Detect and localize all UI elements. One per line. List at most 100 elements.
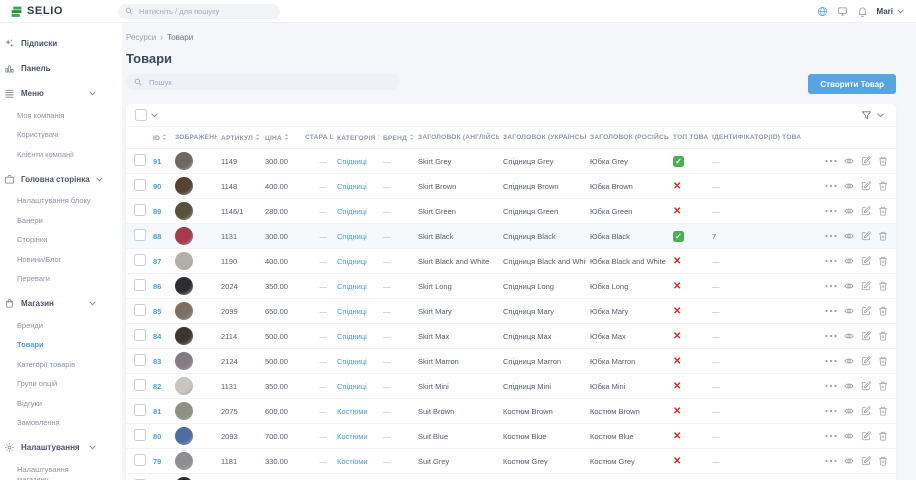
product-id-link[interactable]: 82: [153, 381, 162, 391]
product-id-link[interactable]: 88: [153, 231, 162, 241]
view-icon[interactable]: [844, 256, 854, 266]
sidebar-section-homepage[interactable]: Головна сторінка: [0, 167, 122, 192]
bell-icon[interactable]: [857, 6, 868, 17]
edit-icon[interactable]: [861, 331, 871, 341]
sort-icon[interactable]: [255, 133, 260, 141]
delete-icon[interactable]: [878, 306, 888, 316]
sort-icon[interactable]: [377, 133, 379, 141]
view-icon[interactable]: [844, 456, 854, 466]
more-actions-icon[interactable]: [825, 334, 837, 338]
create-product-button[interactable]: Створити Товар: [808, 74, 896, 94]
category-link[interactable]: Спідниці: [337, 156, 367, 166]
product-id-link[interactable]: 80: [153, 431, 162, 441]
product-id-link[interactable]: 89: [153, 206, 162, 216]
delete-icon[interactable]: [878, 381, 888, 391]
view-icon[interactable]: [844, 406, 854, 416]
category-link[interactable]: Костюми: [337, 456, 368, 466]
category-link[interactable]: Спідниці: [337, 381, 367, 391]
category-link[interactable]: Спідниці: [337, 206, 367, 216]
sidebar-section-shop[interactable]: Магазин: [0, 291, 122, 316]
sidebar-item-option-groups[interactable]: Групи опцій: [17, 379, 58, 388]
delete-icon[interactable]: [878, 456, 888, 466]
sort-icon[interactable]: [409, 133, 414, 141]
row-checkbox[interactable]: [134, 304, 146, 316]
view-icon[interactable]: [844, 281, 854, 291]
product-id-link[interactable]: 91: [153, 156, 162, 166]
sidebar-item-company-clients[interactable]: Клієнти компанії: [17, 149, 74, 159]
edit-icon[interactable]: [861, 406, 871, 416]
column-header[interactable]: БРЕНД: [379, 127, 414, 149]
sidebar-item-banners[interactable]: Банери: [17, 215, 43, 225]
delete-icon[interactable]: [878, 281, 888, 291]
edit-icon[interactable]: [861, 356, 871, 366]
sidebar-item-products[interactable]: Товари: [17, 340, 44, 349]
column-header[interactable]: ID: [149, 127, 171, 149]
edit-icon[interactable]: [861, 256, 871, 266]
sidebar-section-subscriptions[interactable]: Підписки: [0, 31, 122, 56]
view-icon[interactable]: [844, 206, 854, 216]
view-icon[interactable]: [844, 381, 854, 391]
more-actions-icon[interactable]: [825, 159, 837, 163]
sidebar-item-pages[interactable]: Сторінки: [17, 235, 48, 244]
category-link[interactable]: Спідниці: [337, 306, 367, 316]
delete-icon[interactable]: [878, 431, 888, 441]
row-checkbox[interactable]: [134, 279, 146, 291]
product-id-link[interactable]: 83: [153, 356, 162, 366]
edit-icon[interactable]: [861, 206, 871, 216]
delete-icon[interactable]: [878, 356, 888, 366]
column-header[interactable]: АРТИКУЛ: [217, 127, 261, 149]
app-logo[interactable]: SELIO: [0, 5, 118, 18]
more-actions-icon[interactable]: [825, 209, 837, 213]
more-actions-icon[interactable]: [825, 259, 837, 263]
delete-icon[interactable]: [878, 331, 888, 341]
row-checkbox[interactable]: [134, 404, 146, 416]
more-actions-icon[interactable]: [825, 434, 837, 438]
product-id-link[interactable]: 85: [153, 306, 162, 316]
row-checkbox[interactable]: [134, 379, 146, 391]
edit-icon[interactable]: [861, 306, 871, 316]
edit-icon[interactable]: [861, 281, 871, 291]
row-checkbox[interactable]: [134, 254, 146, 266]
row-checkbox[interactable]: [134, 179, 146, 191]
edit-icon[interactable]: [861, 231, 871, 241]
sidebar-item-orders[interactable]: Замовлення: [17, 418, 60, 427]
edit-icon[interactable]: [861, 181, 871, 191]
delete-icon[interactable]: [878, 206, 888, 216]
sidebar-item-users[interactable]: Користувачі: [17, 130, 59, 139]
category-link[interactable]: Костюми: [337, 406, 368, 416]
category-link[interactable]: Спідниці: [337, 331, 367, 341]
sidebar-item-reviews[interactable]: Відгуки: [17, 398, 43, 408]
more-actions-icon[interactable]: [825, 459, 837, 463]
more-actions-icon[interactable]: [825, 409, 837, 413]
view-icon[interactable]: [844, 156, 854, 166]
more-actions-icon[interactable]: [825, 284, 837, 288]
sidebar-item-my-company[interactable]: Моя компанія: [17, 110, 65, 120]
products-search[interactable]: [126, 74, 400, 90]
column-header[interactable]: ЦІНА: [261, 127, 301, 149]
sidebar-item-brands[interactable]: Бренди: [17, 320, 43, 330]
global-search[interactable]: [118, 3, 280, 19]
category-link[interactable]: Спідниці: [337, 256, 367, 266]
chevron-down-icon[interactable]: [151, 113, 158, 118]
sidebar-item-advantages[interactable]: Переваги: [17, 274, 50, 283]
more-actions-icon[interactable]: [825, 184, 837, 188]
row-checkbox[interactable]: [134, 354, 146, 366]
more-actions-icon[interactable]: [825, 359, 837, 363]
product-id-link[interactable]: 79: [153, 456, 162, 466]
monitor-icon[interactable]: [837, 6, 848, 17]
global-search-input[interactable]: [137, 5, 273, 17]
product-id-link[interactable]: 81: [153, 406, 162, 416]
category-link[interactable]: Спідниці: [337, 181, 367, 191]
edit-icon[interactable]: [861, 381, 871, 391]
breadcrumb-item[interactable]: Ресурси: [126, 33, 157, 42]
sidebar-item-block-settings[interactable]: Налаштування блоку: [17, 196, 91, 205]
category-link[interactable]: Спідниці: [337, 356, 367, 366]
category-link[interactable]: Спідниці: [337, 281, 367, 291]
row-checkbox[interactable]: [134, 329, 146, 341]
row-checkbox[interactable]: [134, 204, 146, 216]
more-actions-icon[interactable]: [825, 384, 837, 388]
view-icon[interactable]: [844, 431, 854, 441]
products-search-input[interactable]: [147, 76, 392, 88]
sidebar-item-news-blog[interactable]: Новини/Блог: [17, 254, 62, 264]
edit-icon[interactable]: [861, 456, 871, 466]
